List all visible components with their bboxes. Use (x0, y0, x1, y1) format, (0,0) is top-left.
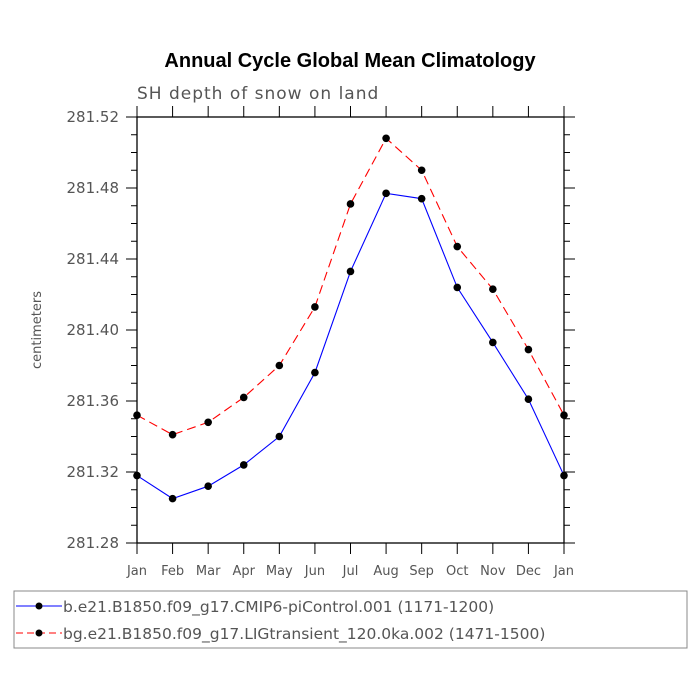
data-point-0 (311, 368, 319, 377)
data-point-1 (204, 418, 212, 427)
x-tick-label: Sep (409, 564, 434, 579)
y-tick-label: 281.28 (67, 534, 120, 552)
data-point-0 (453, 283, 462, 292)
y-tick-label: 281.36 (67, 392, 120, 410)
y-tick-label: 281.44 (67, 250, 120, 268)
x-tick-label: Mar (196, 564, 221, 579)
series-line-1 (136, 137, 565, 436)
x-tick-label: Apr (233, 564, 256, 579)
x-tick-label: Feb (161, 564, 184, 579)
data-point-1 (168, 430, 177, 439)
data-point-0 (239, 461, 248, 469)
data-point-1 (524, 345, 533, 354)
x-tick-label: Oct (446, 564, 468, 579)
data-point-1 (311, 303, 319, 311)
data-point-0 (346, 267, 355, 276)
x-tick-label: Aug (373, 564, 398, 579)
data-point-0 (417, 194, 426, 203)
data-point-0 (382, 189, 390, 198)
data-point-0 (560, 471, 568, 480)
data-point-0 (133, 471, 141, 480)
legend-label-0: b.e21.B1850.f09_g17.CMIP6-piControl.001 … (63, 598, 494, 617)
data-point-0 (204, 482, 212, 491)
data-point-1 (453, 242, 462, 251)
data-point-1 (239, 393, 248, 402)
x-tick-label: Jun (304, 564, 325, 579)
data-point-1 (133, 411, 141, 420)
y-tick-label: 281.40 (67, 321, 120, 339)
data-point-1 (560, 411, 568, 420)
legend-marker-1 (35, 629, 43, 637)
y-tick-label: 281.52 (67, 108, 120, 126)
chart-title: Annual Cycle Global Mean Climatology (164, 50, 536, 72)
data-point-0 (168, 494, 177, 503)
data-point-0 (275, 432, 284, 441)
series-line-0 (136, 192, 565, 500)
plot-frame (136, 116, 565, 544)
data-point-1 (346, 200, 355, 208)
x-tick-label: Nov (480, 564, 506, 579)
y-tick-label: 281.48 (67, 179, 120, 197)
data-point-1 (489, 285, 497, 293)
y-tick-label: 281.32 (67, 463, 120, 481)
data-point-0 (489, 338, 497, 347)
data-point-1 (275, 361, 284, 370)
legend-box (13, 590, 688, 649)
data-point-1 (417, 166, 426, 175)
data-point-0 (524, 395, 533, 404)
x-tick-label: Dec (516, 564, 541, 579)
legend-marker-0 (35, 602, 43, 610)
x-tick-label: May (266, 564, 293, 579)
x-tick-label: Jan (553, 564, 574, 579)
x-tick-label: Jan (126, 564, 147, 579)
chart-subtitle: SH depth of snow on land (137, 84, 379, 104)
legend-label-1: bg.e21.B1850.f09_g17.LIGtransient_120.0k… (63, 625, 545, 644)
x-tick-label: Jul (342, 564, 359, 579)
y-axis-label: centimeters (30, 291, 45, 369)
data-point-1 (382, 134, 390, 143)
